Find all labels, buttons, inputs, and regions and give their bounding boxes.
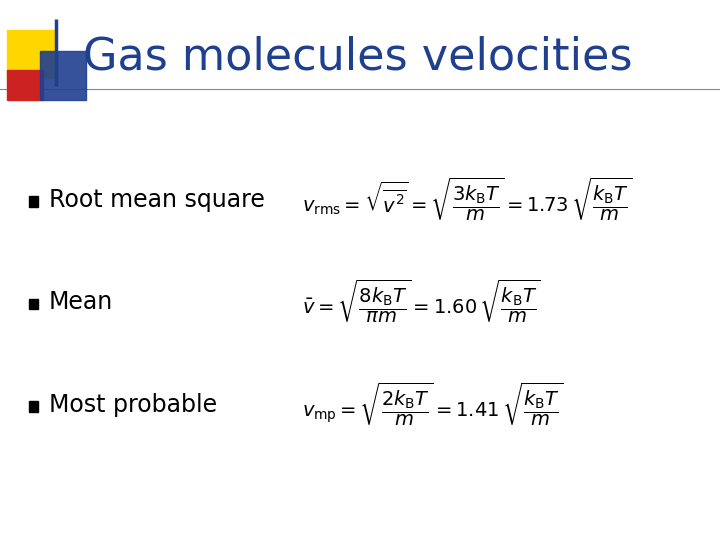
Bar xyxy=(40,51,86,100)
Text: Most probable: Most probable xyxy=(49,393,217,417)
Bar xyxy=(7,30,54,78)
Text: $\bar{v} = \sqrt{\dfrac{8k_{\mathrm{B}}T}{\pi m}} = 1.60\,\sqrt{\dfrac{k_{\mathr: $\bar{v} = \sqrt{\dfrac{8k_{\mathrm{B}}T… xyxy=(302,279,541,326)
Bar xyxy=(29,299,38,309)
Text: Mean: Mean xyxy=(49,291,113,314)
Bar xyxy=(29,401,38,412)
Text: Root mean square: Root mean square xyxy=(49,188,265,212)
Bar xyxy=(7,70,43,100)
Text: $v_{\mathrm{mp}} = \sqrt{\dfrac{2k_{\mathrm{B}}T}{m}} = 1.41\,\sqrt{\dfrac{k_{\m: $v_{\mathrm{mp}} = \sqrt{\dfrac{2k_{\mat… xyxy=(302,381,564,429)
Text: Gas molecules velocities: Gas molecules velocities xyxy=(83,35,632,78)
Bar xyxy=(29,196,38,207)
Text: $v_{\mathrm{rms}} = \sqrt{\overline{v^2}} = \sqrt{\dfrac{3k_{\mathrm{B}}T}{m}} =: $v_{\mathrm{rms}} = \sqrt{\overline{v^2}… xyxy=(302,176,633,224)
